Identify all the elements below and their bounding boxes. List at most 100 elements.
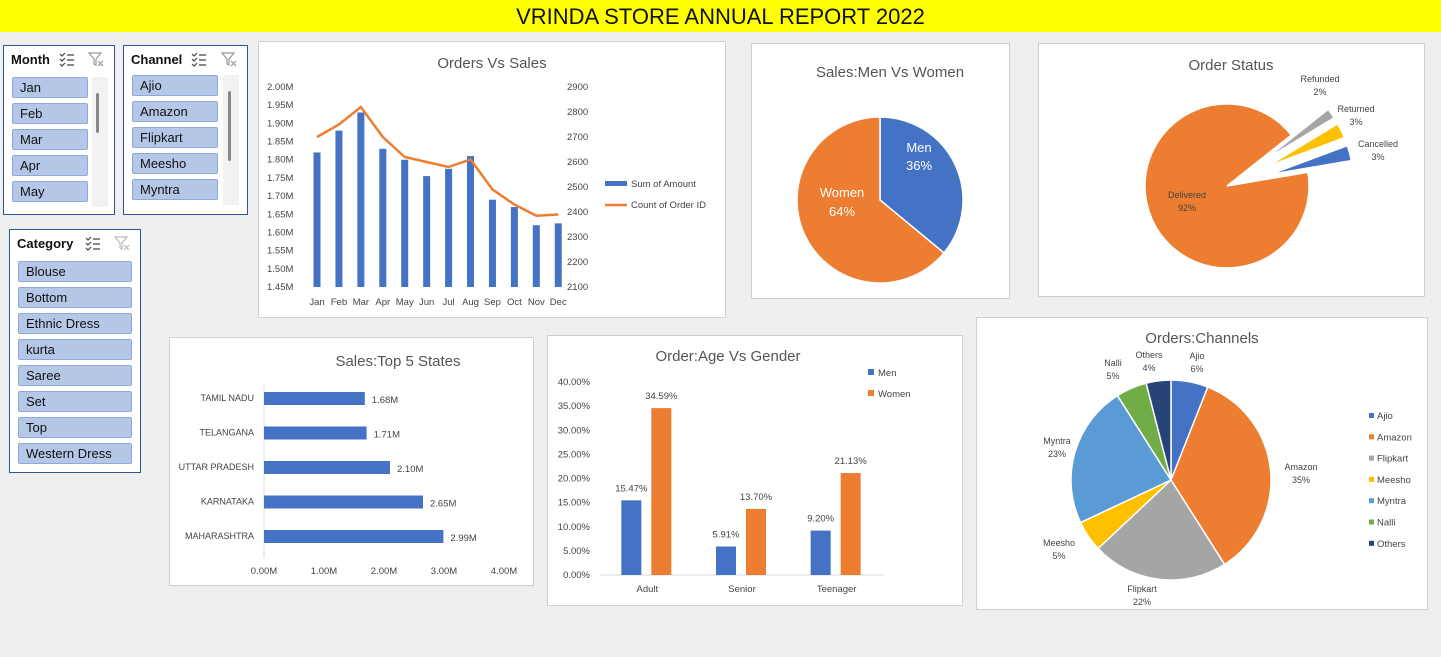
y-right-tick-label: 2200	[567, 257, 588, 268]
slicer-item-bottom[interactable]: Bottom	[18, 287, 132, 308]
chart-title: Order:Age Vs Gender	[655, 348, 800, 365]
slicer-item-mar[interactable]: Mar	[12, 129, 88, 150]
clear-filter-icon[interactable]	[221, 51, 237, 67]
slicer-item-meesho[interactable]: Meesho	[132, 153, 218, 174]
slicer-item-amazon[interactable]: Amazon	[132, 101, 218, 122]
slicer-item-set[interactable]: Set	[18, 391, 132, 412]
state-label: TAMIL NADU	[200, 393, 254, 403]
x-tick-label: Jan	[309, 297, 324, 308]
chart-title: Sales:Top 5 States	[335, 353, 460, 370]
slicer-item-saree[interactable]: Saree	[18, 365, 132, 386]
y-left-tick-label: 1.70M	[267, 191, 293, 202]
slice-amazon	[1170, 386, 1272, 566]
slicer-item-jan[interactable]: Jan	[12, 77, 88, 98]
bar-value-label: 2.65M	[430, 499, 456, 510]
bar-karnataka	[264, 495, 423, 509]
state-label: UTTAR PRADESH	[179, 462, 254, 472]
chart-title: Sales:Men Vs Women	[816, 64, 964, 81]
x-tick-label: Aug	[462, 297, 479, 308]
y-tick-label: 5.00%	[563, 546, 590, 557]
state-label: KARNATAKA	[201, 497, 254, 507]
slice-myntra	[1070, 394, 1173, 524]
bar-sum-of-amount	[423, 176, 431, 287]
category-slicer-title: Category	[17, 236, 74, 251]
channel-scroll-thumb[interactable]	[228, 91, 231, 161]
state-label: TELANGANA	[199, 428, 254, 438]
bar-value-label: 34.59%	[645, 391, 678, 402]
bar-men-senior	[716, 546, 736, 575]
orders-vs-sales-chart: Orders Vs Sales 2.00M 1.95M 1.90M 1.85M 1.80M…	[258, 41, 726, 318]
slice-label-men: Men	[906, 140, 931, 155]
slice-women	[796, 116, 946, 284]
chart-title: Orders:Channels	[1145, 330, 1258, 347]
y-left-tick-label: 1.90M	[267, 118, 293, 129]
slicer-item-feb[interactable]: Feb	[12, 103, 88, 124]
slicer-item-ethnic-dress[interactable]: Ethnic Dress	[18, 313, 132, 334]
slicer-item-kurta[interactable]: kurta	[18, 339, 132, 360]
channel-scrollbar[interactable]	[223, 75, 239, 205]
y-right-tick-label: 2600	[567, 157, 588, 168]
multi-select-icon[interactable]	[191, 51, 207, 67]
legend-swatch-meesho	[1369, 476, 1374, 482]
x-tick-label: Feb	[331, 297, 347, 308]
order-status-svg: Order Status Delivered 92% Refunded 2% Return…	[1144, 57, 1398, 269]
orders-channels-svg: Orders:Channels Ajio 6% Amazon 35% Flipkart 22…	[1043, 330, 1412, 607]
legend-label-meesho: Meesho	[1377, 475, 1411, 486]
month-slicer-title: Month	[11, 52, 50, 67]
month-scrollbar[interactable]	[92, 77, 108, 207]
y-right-tick-label: 2100	[567, 282, 588, 293]
y-tick-label: 30.00%	[558, 425, 591, 436]
slice-returned	[1267, 122, 1346, 168]
slice-value-cancelled: 3%	[1371, 152, 1384, 162]
category-slicer: Category Blouse Bottom Ethnic Dress kurt…	[9, 229, 141, 473]
bar-value-label: 1.68M	[372, 395, 398, 406]
clear-filter-icon[interactable]	[114, 235, 130, 251]
slicer-item-western-dress[interactable]: Western Dress	[18, 443, 132, 464]
y-left-tick-label: 1.65M	[267, 209, 293, 220]
multi-select-icon[interactable]	[59, 51, 75, 67]
slicer-item-flipkart[interactable]: Flipkart	[132, 127, 218, 148]
slice-value-nalli: 5%	[1106, 371, 1119, 381]
x-tick-label: 0.00M	[251, 566, 277, 577]
y-tick-label: 15.00%	[558, 498, 591, 509]
y-right-tick-label: 2400	[567, 207, 588, 218]
slice-label-ajio: Ajio	[1189, 351, 1204, 361]
slicer-item-myntra[interactable]: Myntra	[132, 179, 218, 200]
bar-tamil-nadu	[264, 392, 365, 405]
legend-swatch-nalli	[1369, 519, 1374, 525]
bar-men-teenager	[810, 530, 831, 575]
legend-label-count-of-order-id: Count of Order ID	[631, 200, 706, 211]
y-left-tick-label: 1.95M	[267, 100, 293, 111]
y-left-tick-label: 1.60M	[267, 227, 293, 238]
y-left-tick-label: 1.55M	[267, 246, 293, 257]
slice-value-women: 64%	[829, 204, 855, 219]
slicer-item-apr[interactable]: Apr	[12, 155, 88, 176]
slice-value-returned: 3%	[1349, 117, 1362, 127]
slice-value-amazon: 35%	[1292, 475, 1310, 485]
x-tick-label: Jun	[419, 297, 434, 308]
slice-value-flipkart: 22%	[1133, 597, 1151, 607]
slicer-item-may[interactable]: May	[12, 181, 88, 202]
legend-label-men: Men	[878, 368, 896, 379]
month-scroll-thumb[interactable]	[96, 93, 99, 133]
y-right-tick-label: 2300	[567, 232, 588, 243]
slicer-item-top[interactable]: Top	[18, 417, 132, 438]
legend-label-women: Women	[878, 389, 911, 400]
chart-title: Order Status	[1188, 57, 1273, 74]
slice-flipkart	[1097, 478, 1226, 581]
sales-men-women-svg: Sales:Men Vs Women Men 36% Women 64%	[796, 64, 964, 284]
x-tick-label: 1.00M	[311, 566, 337, 577]
slicer-item-ajio[interactable]: Ajio	[132, 75, 218, 96]
legend-label-amazon: Amazon	[1377, 432, 1412, 443]
channel-slicer-title: Channel	[131, 52, 183, 67]
multi-select-icon[interactable]	[85, 235, 101, 251]
slice-value-men: 36%	[906, 158, 932, 173]
legend-swatch-myntra	[1369, 498, 1374, 504]
y-tick-label: 25.00%	[558, 449, 591, 460]
slicer-item-blouse[interactable]: Blouse	[18, 261, 132, 282]
slice-label-others: Others	[1135, 350, 1163, 360]
legend-label-sum-of-amount: Sum of Amount	[631, 179, 696, 190]
clear-filter-icon[interactable]	[88, 51, 104, 67]
bar-value-label: 21.13%	[835, 456, 868, 467]
x-tick-label: 2.00M	[371, 566, 397, 577]
